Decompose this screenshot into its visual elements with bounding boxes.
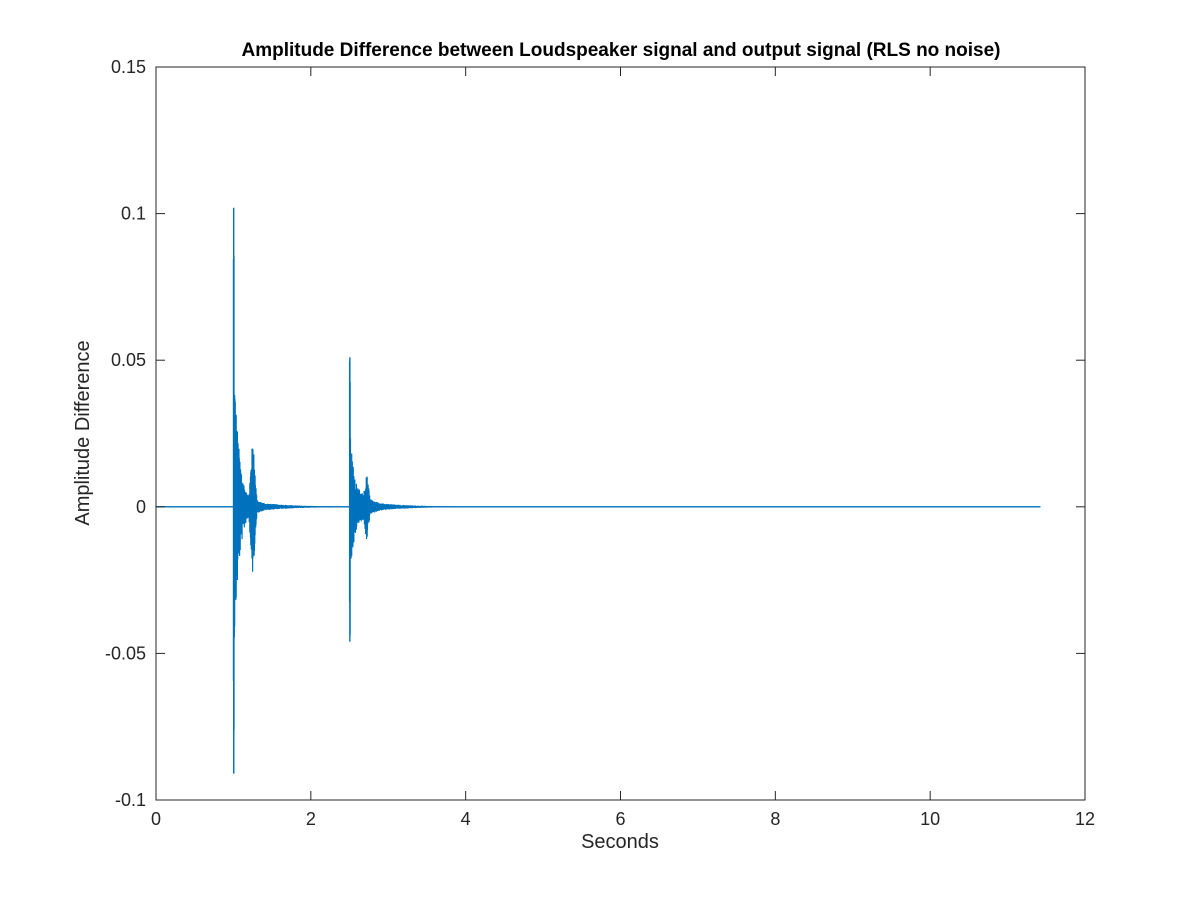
- y-tick-label: 0.05: [111, 350, 146, 370]
- y-axis-ticks: -0.1 -0.05 0 0.05 0.1 0.15: [105, 57, 1085, 810]
- x-tick-label: 8: [770, 809, 780, 829]
- y-tick-label: 0.15: [111, 57, 146, 77]
- y-axis-label: Amplitude Difference: [72, 340, 94, 525]
- plot-area: [156, 67, 1085, 800]
- chart-title: Amplitude Difference between Loudspeaker…: [241, 40, 1000, 61]
- y-tick-label: 0.1: [121, 204, 146, 224]
- x-tick-label: 2: [306, 809, 316, 829]
- x-tick-label: 12: [1075, 809, 1095, 829]
- y-tick-label: -0.1: [115, 790, 146, 810]
- y-tick-label: 0: [136, 497, 146, 517]
- x-tick-label: 4: [461, 809, 471, 829]
- x-tick-label: 10: [920, 809, 940, 829]
- x-axis-ticks: 0 2 4 6 8 10 12: [151, 67, 1095, 829]
- x-tick-label: 0: [151, 809, 161, 829]
- y-tick-label: -0.05: [105, 643, 146, 663]
- x-tick-label: 6: [615, 809, 625, 829]
- x-axis-label: Seconds: [581, 831, 659, 853]
